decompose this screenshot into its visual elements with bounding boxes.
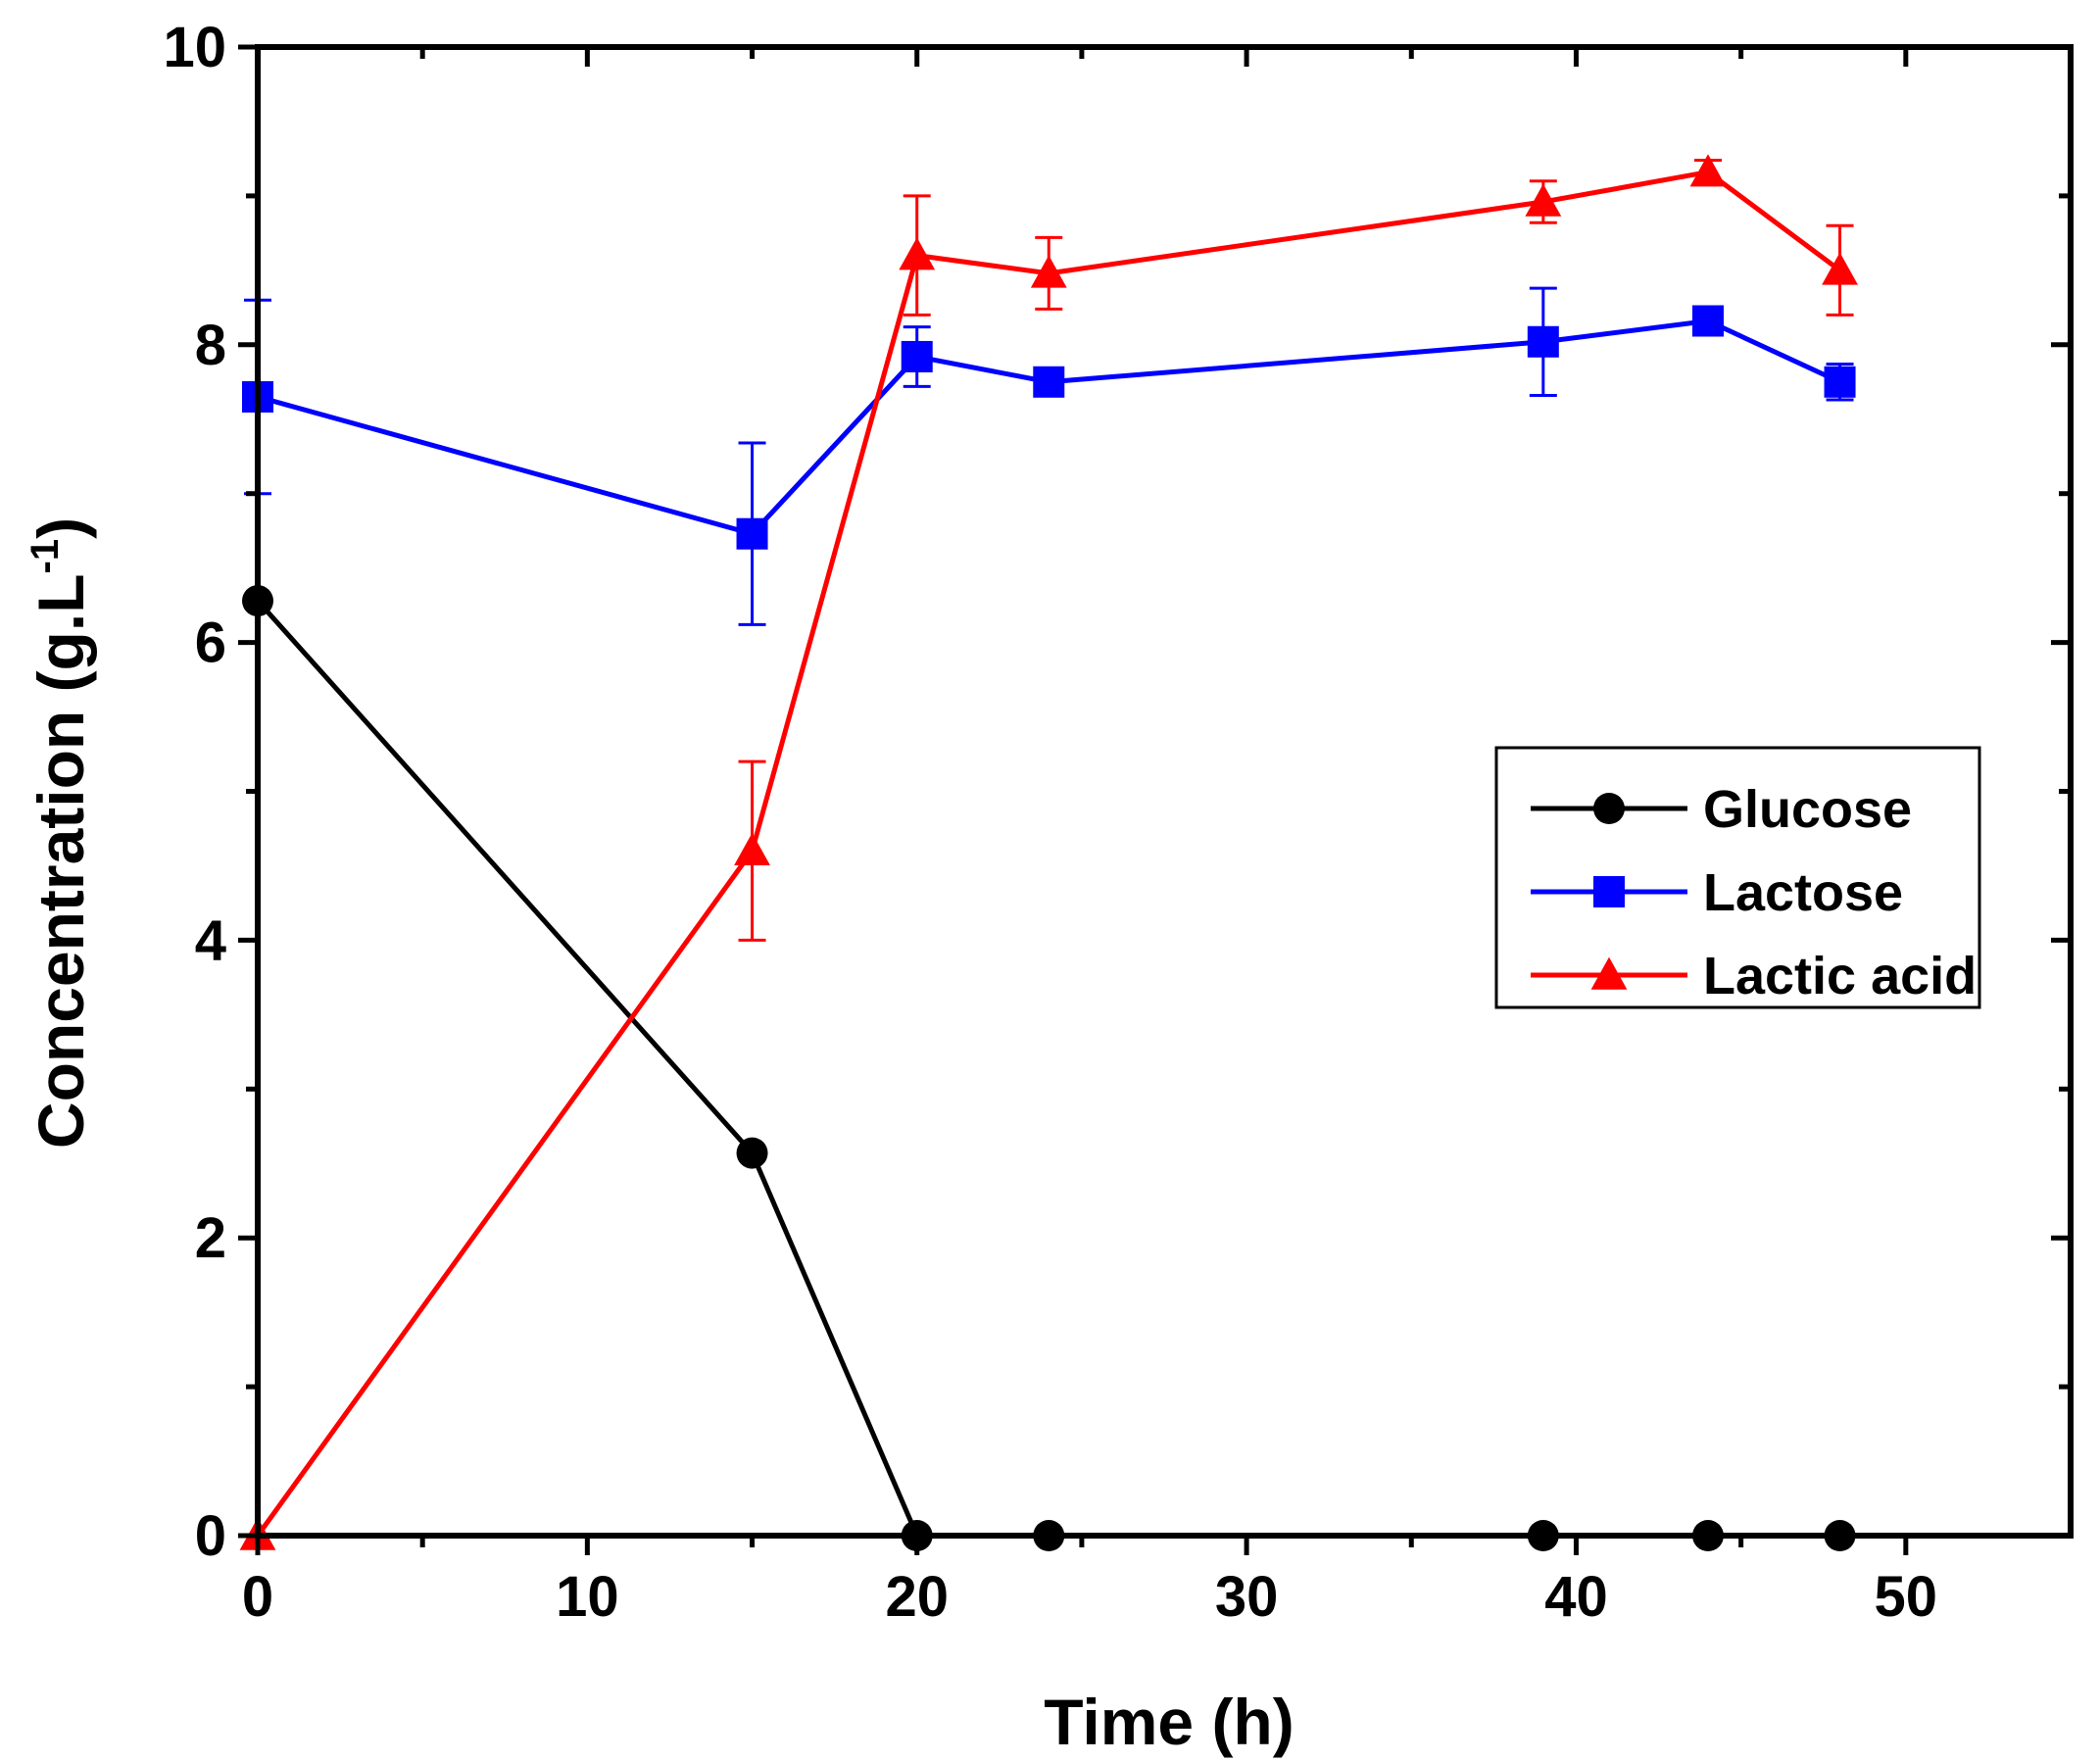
axis-ticks: 0 10 20 30 40 50 0 2 4 6 8 10 [163,16,2071,1629]
glucose-point [736,1137,768,1169]
lactose-point [1527,325,1559,358]
y-axis-title-sup: -1 [24,539,67,574]
lactose-point [1033,366,1065,398]
legend: Glucose Lactose Lactic acid [1494,746,1981,1009]
y-axis-title-close: ) [24,517,97,539]
x-tick-label: 30 [1215,1565,1279,1629]
legend-label-glucose: Glucose [1703,780,1912,839]
y-tick-label: 8 [195,314,226,377]
legend-item-glucose: Glucose [1531,780,1912,839]
series-glucose [242,585,1856,1551]
legend-label-lactic-acid: Lactic acid [1703,947,1977,1005]
lactose-point [1824,366,1856,398]
y-axis-title-main: Concentration (g.L [24,573,97,1149]
y-tick-label: 10 [163,16,226,79]
lactic-acid-point [899,237,936,270]
x-axis-title: Time (h) [1044,1686,1294,1758]
x-tick-label: 10 [556,1565,619,1629]
legend-marker-lactic-acid [1590,956,1628,990]
y-tick-label: 4 [195,908,226,972]
series-lactose [242,286,1856,626]
legend-label-lactose: Lactose [1703,863,1903,922]
lactose-point [736,517,768,550]
x-tick-label: 40 [1544,1565,1608,1629]
y-tick-label: 6 [195,612,226,675]
legend-marker-lactose [1593,876,1625,907]
legend-box [1494,746,1981,1009]
y-axis-title: Concentration (g.L-1) [24,517,97,1149]
lactose-line [257,318,1841,537]
lactic-acid-point [1525,183,1562,217]
legend-marker-glucose [1593,793,1625,824]
lactic-acid-point [1689,154,1727,187]
y-tick-label: 2 [195,1206,226,1270]
lactic-acid-point [1822,252,1858,285]
x-tick-label: 20 [885,1565,949,1629]
lactic-acid-point [734,832,770,865]
series-lactic-acid [239,154,1858,1550]
x-tick-label: 50 [1875,1565,1938,1629]
legend-item-lactose: Lactose [1531,863,1903,922]
legend-item-lactic-acid: Lactic acid [1531,947,1977,1005]
lactose-point [901,340,933,372]
lactose-point [1692,305,1724,337]
lactic-acid-point [1030,255,1067,288]
y-tick-label: 0 [195,1504,226,1568]
glucose-line [256,599,1840,1539]
x-tick-label: 0 [242,1565,273,1629]
legend-entries: Glucose Lactose Lactic acid [1531,780,1977,1005]
